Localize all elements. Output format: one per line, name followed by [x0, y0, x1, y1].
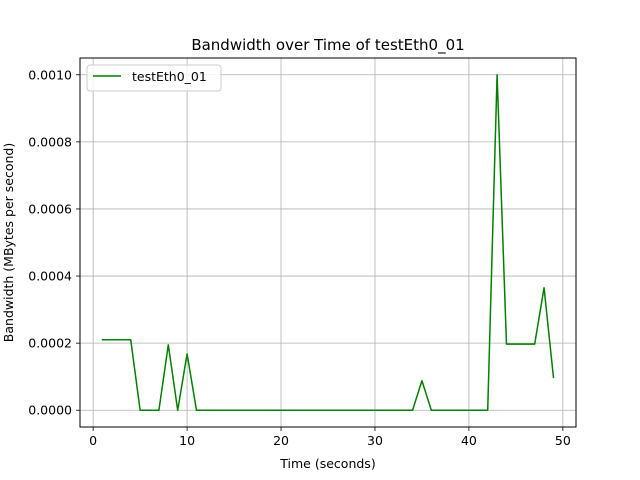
- x-tick-label: 20: [273, 433, 289, 448]
- series-line-testEth0_01: [101, 74, 555, 411]
- series-layer: [101, 74, 555, 411]
- y-tick-label: 0.0000: [28, 403, 72, 418]
- y-tick-label: 0.0002: [28, 336, 72, 351]
- x-axis-title: Time (seconds): [279, 456, 375, 471]
- plot-frame: [79, 57, 577, 428]
- x-tick-label: 0: [89, 433, 97, 448]
- legend-label: testEth0_01: [132, 69, 207, 84]
- chart-title: Bandwidth over Time of testEth0_01: [191, 36, 464, 55]
- x-tick-label: 30: [367, 433, 383, 448]
- y-tick-label: 0.0006: [28, 201, 72, 216]
- x-tick-label: 40: [461, 433, 477, 448]
- x-tick-label: 10: [179, 433, 195, 448]
- y-tick-label: 0.0008: [28, 134, 72, 149]
- y-tick-label: 0.0010: [28, 67, 72, 82]
- legend-box: [86, 64, 222, 92]
- y-axis-title: Bandwidth (MBytes per second): [1, 143, 16, 342]
- legend: testEth0_01: [86, 64, 222, 92]
- x-tick-label: 50: [555, 433, 571, 448]
- x-axis-ticks: 0 10 20 30 40 50: [89, 427, 571, 448]
- y-axis-ticks: 0.0000 0.0002 0.0004 0.0006 0.0008 0.0010: [28, 67, 80, 418]
- y-tick-label: 0.0004: [28, 269, 72, 284]
